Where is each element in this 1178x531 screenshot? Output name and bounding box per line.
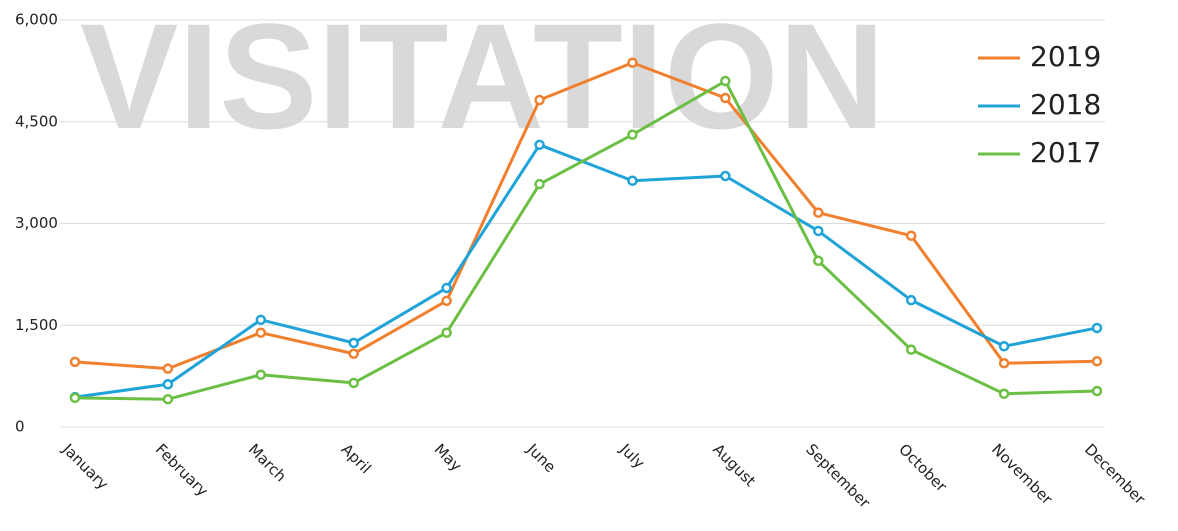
point bbox=[720, 75, 731, 87]
point bbox=[905, 344, 917, 355]
point bbox=[1091, 355, 1103, 367]
watermark: VISITATION bbox=[80, 0, 885, 160]
point bbox=[1091, 385, 1103, 397]
y-tick-label: 3,000 bbox=[15, 214, 58, 232]
point bbox=[627, 175, 638, 187]
point bbox=[627, 129, 638, 140]
x-tick-label: May bbox=[431, 440, 466, 475]
y-tick-label: 4,500 bbox=[15, 112, 58, 130]
legend-label: 2017 bbox=[1030, 136, 1101, 169]
x-tick-label: January bbox=[58, 440, 112, 494]
point bbox=[627, 57, 638, 68]
point bbox=[534, 139, 545, 151]
point bbox=[813, 255, 824, 267]
point bbox=[162, 393, 174, 405]
x-tick-label: April bbox=[338, 440, 375, 477]
legend-label: 2019 bbox=[1030, 40, 1101, 73]
point bbox=[998, 357, 1010, 369]
point bbox=[441, 295, 452, 307]
point bbox=[534, 94, 545, 106]
point bbox=[534, 178, 545, 190]
point bbox=[720, 92, 731, 104]
x-tick-label: July bbox=[616, 440, 649, 473]
y-tick-label: 0 bbox=[15, 418, 25, 436]
point bbox=[348, 337, 359, 349]
x-tick-label: August bbox=[709, 440, 759, 490]
x-tick-label: October bbox=[895, 440, 951, 496]
x-tick-label: June bbox=[523, 440, 560, 477]
x-tick-label: September bbox=[802, 440, 874, 512]
point bbox=[255, 327, 267, 338]
series-line bbox=[74, 143, 1098, 399]
point bbox=[69, 356, 81, 368]
point bbox=[905, 294, 917, 306]
point bbox=[813, 207, 824, 218]
point bbox=[255, 369, 267, 381]
x-tick-label: December bbox=[1081, 440, 1149, 508]
point bbox=[1091, 322, 1103, 334]
point bbox=[162, 363, 174, 374]
point bbox=[69, 392, 81, 404]
point bbox=[905, 230, 917, 241]
point bbox=[348, 348, 359, 359]
point bbox=[441, 282, 452, 294]
point bbox=[348, 377, 359, 389]
x-tick-label: November bbox=[988, 440, 1056, 508]
x-tick-label: February bbox=[152, 440, 212, 500]
point bbox=[441, 327, 452, 338]
y-tick-label: 6,000 bbox=[15, 11, 58, 29]
legend-label: 2018 bbox=[1030, 88, 1101, 121]
point bbox=[998, 388, 1010, 400]
y-tick-label: 1,500 bbox=[15, 316, 58, 334]
series-line bbox=[74, 61, 1098, 371]
point bbox=[162, 379, 174, 390]
point bbox=[998, 341, 1010, 352]
point bbox=[720, 170, 731, 182]
point bbox=[813, 225, 824, 237]
point bbox=[255, 314, 267, 326]
x-tick-label: March bbox=[245, 440, 290, 485]
series-line bbox=[74, 79, 1098, 401]
